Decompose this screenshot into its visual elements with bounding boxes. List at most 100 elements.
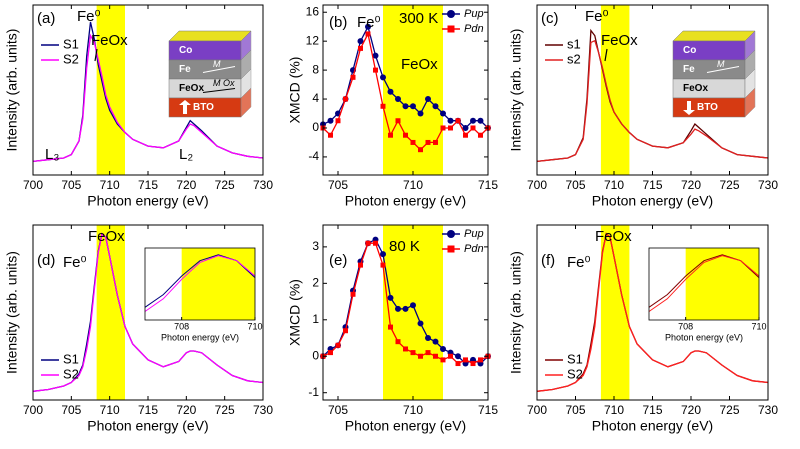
highlight-band xyxy=(383,5,443,175)
y-tick-label: 4 xyxy=(312,91,319,105)
stack-label: FeOx xyxy=(683,83,708,94)
highlight-band xyxy=(685,248,759,320)
annotation: (b) xyxy=(329,14,347,31)
x-tick-label: 710 xyxy=(247,321,262,331)
y-tick-label: -1 xyxy=(308,385,319,399)
x-tick-label: 730 xyxy=(253,178,273,192)
annotation: 80 K xyxy=(389,238,420,255)
point xyxy=(418,147,423,153)
point xyxy=(395,96,401,103)
point xyxy=(365,31,371,37)
annotation: (d) xyxy=(37,252,55,269)
inset-frame xyxy=(144,247,256,321)
point xyxy=(477,117,484,124)
x-tick-label: 710 xyxy=(100,178,120,192)
y-tick-label: 1 xyxy=(312,312,319,326)
y-tick-label: 0 xyxy=(312,348,319,362)
y-tick-label: 0 xyxy=(312,120,319,134)
point xyxy=(395,118,401,124)
point xyxy=(365,23,371,30)
legend-label: S1 xyxy=(63,351,79,366)
x-tick-label: 725 xyxy=(719,178,739,192)
stack-label: BTO xyxy=(193,102,214,113)
x-tick-label: 710 xyxy=(403,403,423,417)
legend-label: S2 xyxy=(567,366,583,381)
point xyxy=(372,52,379,59)
x-axis-label: Photon energy (eV) xyxy=(87,193,208,209)
y-tick-label: 3 xyxy=(312,239,319,253)
y-tick-label: 2 xyxy=(312,276,319,290)
point xyxy=(403,132,408,138)
x-tick-label: 720 xyxy=(681,178,701,192)
point xyxy=(425,139,431,145)
point xyxy=(328,350,333,356)
point xyxy=(448,353,453,359)
annotation: Fe⁰ xyxy=(585,8,609,25)
polarization-arrow xyxy=(179,100,191,114)
point xyxy=(440,110,446,117)
legend-label: Pup xyxy=(464,228,484,240)
x-tick-label: 700 xyxy=(23,403,43,417)
stack-side xyxy=(744,87,756,118)
point xyxy=(462,124,469,131)
point xyxy=(343,328,348,334)
series-line xyxy=(144,255,256,312)
point xyxy=(380,251,386,258)
y-tick-label: -4 xyxy=(308,149,319,163)
y-axis-label: Intensity (arb. units) xyxy=(508,29,524,152)
point xyxy=(373,240,378,246)
legend-marker xyxy=(447,230,455,238)
x-tick-label: 700 xyxy=(527,403,547,417)
point xyxy=(328,132,333,138)
point xyxy=(365,240,371,246)
point xyxy=(455,361,461,367)
point xyxy=(432,338,439,345)
panel: 705 710 715 -1 0 1 2 3 Photon energy (eV) XMCD (%… xyxy=(287,224,498,434)
y-axis-label: Intensity (arb. units) xyxy=(4,251,20,374)
annotation: (f) xyxy=(541,252,555,269)
x-tick-label: 710 xyxy=(604,178,624,192)
moment-label: M Ox xyxy=(213,78,235,88)
x-axis-label: Photon energy (eV) xyxy=(665,332,743,342)
legend-label: Pdn xyxy=(464,243,484,255)
x-tick-label: 705 xyxy=(61,403,81,417)
y-tick-label: 8 xyxy=(312,62,319,76)
point xyxy=(358,45,363,51)
x-tick-label: 730 xyxy=(758,178,778,192)
moment-label: M xyxy=(213,59,221,69)
legend-label: S1 xyxy=(567,351,583,366)
annotation: Fe⁰ xyxy=(63,254,87,271)
point xyxy=(440,345,446,352)
x-tick-label: 720 xyxy=(176,403,196,417)
stack-top xyxy=(672,30,756,42)
point xyxy=(440,357,446,363)
moment-arrow xyxy=(706,66,740,73)
x-tick-label: 725 xyxy=(215,178,235,192)
point xyxy=(433,139,438,145)
point xyxy=(432,103,439,110)
point xyxy=(327,117,334,124)
annotation: FeOx xyxy=(601,32,638,49)
x-axis-label: Photon energy (eV) xyxy=(345,418,466,434)
point xyxy=(373,67,378,73)
legend-marker xyxy=(447,245,455,253)
y-axis-label: Intensity (arb. units) xyxy=(4,29,20,152)
x-tick-label: 705 xyxy=(61,178,81,192)
annotation: Fe⁰ xyxy=(357,14,381,31)
point xyxy=(387,294,394,301)
point xyxy=(380,74,386,81)
annotation: FeOx xyxy=(88,228,125,245)
x-tick-label: 705 xyxy=(565,403,585,417)
highlight-band xyxy=(181,248,255,320)
point xyxy=(410,302,416,309)
point xyxy=(402,305,409,312)
moment-arrow xyxy=(202,66,236,73)
point xyxy=(448,125,453,131)
x-tick-label: 710 xyxy=(751,321,766,331)
highlight-band xyxy=(96,225,125,400)
y-tick-label: 12 xyxy=(306,33,320,47)
point xyxy=(425,96,431,103)
stack-label: Co xyxy=(179,45,192,56)
inset-frame xyxy=(648,247,760,321)
annotation: Fe⁰ xyxy=(567,254,591,271)
